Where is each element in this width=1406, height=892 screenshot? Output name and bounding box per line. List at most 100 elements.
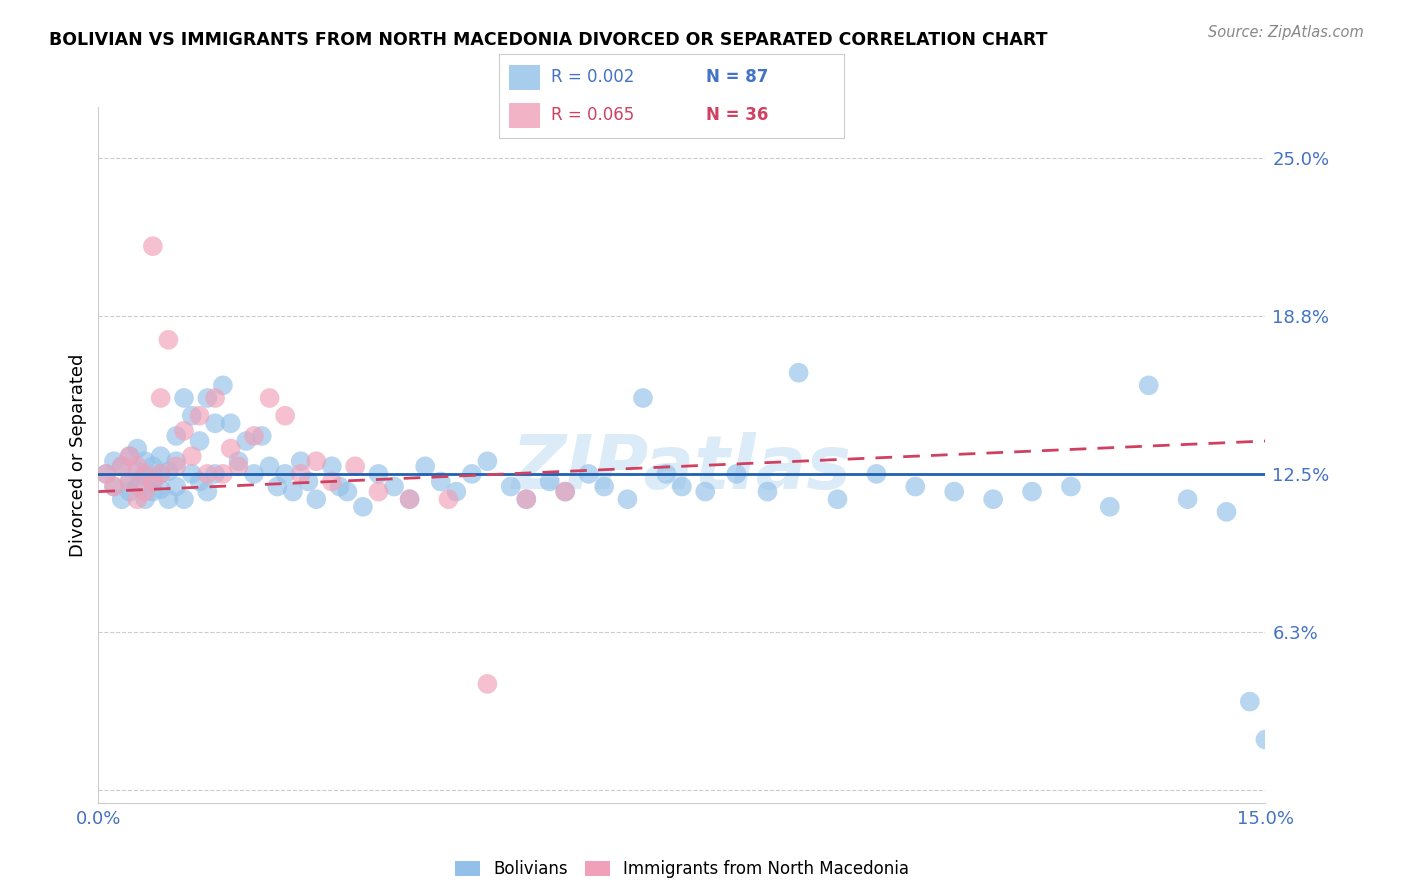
Point [118,484,141,499]
Point [204,417,226,431]
Point [578,467,600,481]
Point [1215,505,1237,519]
Point [461,467,484,481]
Point [180,467,202,481]
Point [943,484,966,499]
Point [1254,732,1277,747]
Point [904,479,927,493]
FancyBboxPatch shape [509,103,540,128]
Point [329,479,352,493]
Text: N = 36: N = 36 [706,106,768,124]
Point [259,459,281,474]
Point [382,479,405,493]
Point [228,454,250,468]
Point [725,467,748,481]
Point [118,475,141,489]
Point [165,429,187,443]
Text: ZIPatlas: ZIPatlas [512,433,852,506]
Point [413,459,436,474]
Point [149,391,172,405]
Point [290,467,312,481]
Point [127,442,149,456]
Point [1239,695,1261,709]
Point [180,409,202,423]
Point [274,409,297,423]
Point [787,366,810,380]
Point [235,434,257,448]
Point [515,492,537,507]
Point [142,484,165,499]
Point [149,482,172,496]
Point [321,459,343,474]
Point [134,467,156,481]
Legend: Bolivians, Immigrants from North Macedonia: Bolivians, Immigrants from North Macedon… [449,854,915,885]
Point [281,484,304,499]
Point [134,454,156,468]
Point [103,479,125,493]
Point [111,459,134,474]
Point [219,442,242,456]
Text: R = 0.065: R = 0.065 [551,106,634,124]
Point [352,500,374,514]
Point [118,475,141,489]
Point [437,492,460,507]
Point [538,475,561,489]
Point [173,424,195,438]
Point [142,459,165,474]
Point [243,429,266,443]
Point [756,484,779,499]
Point [149,449,172,463]
Point [127,479,149,493]
Point [250,429,273,443]
Point [259,391,281,405]
Point [204,391,226,405]
Point [305,492,328,507]
Point [96,467,118,481]
Point [477,677,499,691]
Point [219,417,242,431]
Point [173,492,195,507]
FancyBboxPatch shape [509,64,540,90]
Text: R = 0.002: R = 0.002 [551,69,634,87]
Point [103,454,125,468]
Point [981,492,1004,507]
Point [655,467,678,481]
Point [142,239,165,253]
Text: BOLIVIAN VS IMMIGRANTS FROM NORTH MACEDONIA DIVORCED OR SEPARATED CORRELATION CH: BOLIVIAN VS IMMIGRANTS FROM NORTH MACEDO… [49,31,1047,49]
Text: Source: ZipAtlas.com: Source: ZipAtlas.com [1208,25,1364,40]
Point [165,454,187,468]
Point [616,492,638,507]
Point [127,464,149,478]
Point [1060,479,1083,493]
Point [165,459,187,474]
Point [188,475,211,489]
Point [103,479,125,493]
Point [593,479,616,493]
Point [274,467,297,481]
Point [429,475,451,489]
Point [398,492,420,507]
Point [212,467,235,481]
Point [336,484,359,499]
Text: N = 87: N = 87 [706,69,768,87]
Point [228,459,250,474]
Point [827,492,849,507]
Point [149,467,172,481]
Point [111,459,134,474]
Point [477,454,499,468]
Point [204,467,226,481]
Point [142,475,165,489]
Point [305,454,328,468]
Point [195,391,218,405]
Point [165,479,187,493]
Point [134,469,156,483]
Point [695,484,717,499]
Point [127,459,149,474]
Point [149,467,172,481]
Point [367,484,389,499]
Point [180,449,202,463]
Point [1021,484,1043,499]
Point [321,475,343,489]
Point [499,479,522,493]
Point [212,378,235,392]
